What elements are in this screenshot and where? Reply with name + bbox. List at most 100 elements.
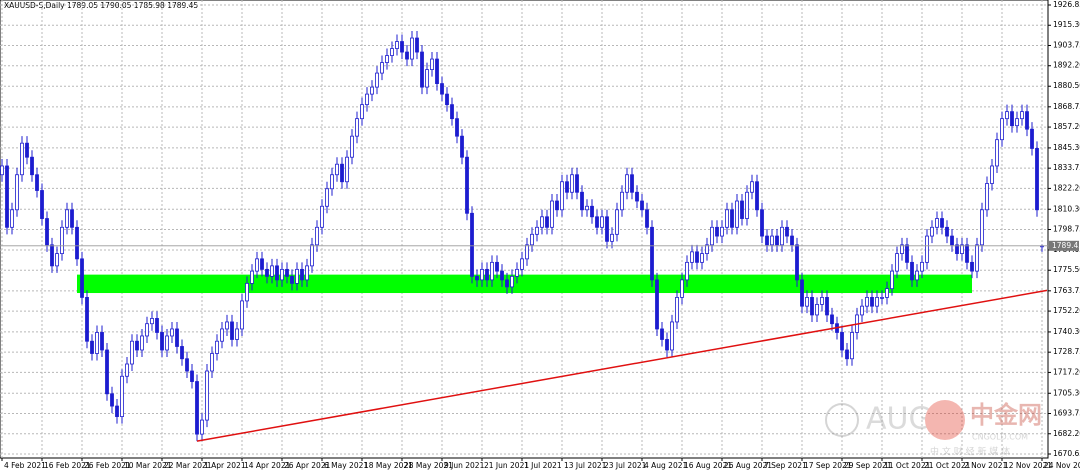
candle-body (360, 104, 364, 120)
candle-body (225, 321, 229, 330)
x-tick-label: 21 Oct 2021 (924, 461, 971, 470)
candle-body (615, 209, 619, 235)
candle-body (830, 314, 834, 325)
candle-body (280, 268, 284, 281)
candle-body (720, 226, 724, 237)
x-tick-label: 1 Apr 2021 (204, 461, 246, 470)
candle-body (965, 244, 969, 263)
x-tick-label: 10 Mar 2021 (124, 461, 172, 470)
candle-body (955, 244, 959, 254)
candle-body (695, 251, 699, 263)
candle-body (935, 218, 939, 228)
watermark-icon (825, 403, 859, 437)
candle-body (745, 191, 749, 219)
watermark-text: CNGOLD.COM (972, 433, 1028, 442)
candle-body (655, 279, 659, 330)
candle-body (995, 139, 999, 167)
candle-body (165, 335, 169, 351)
y-tick-label: 1728.75 (1053, 347, 1080, 356)
candle-body (355, 118, 359, 137)
candle-body (895, 253, 899, 272)
y-tick-label: 1682.20 (1053, 429, 1080, 438)
candle-body (130, 340, 134, 365)
candle-body (435, 58, 439, 85)
watermark-text: 中 文 财 经 新 媒 体 (930, 446, 1010, 458)
y-tick-label: 1868.75 (1053, 102, 1080, 111)
candle-body (690, 251, 694, 263)
candle-body (105, 349, 109, 395)
candle-body (525, 244, 529, 260)
y-tick-label: 1810.30 (1053, 204, 1080, 213)
candle-body (1025, 111, 1029, 130)
candle-body (1030, 128, 1034, 149)
candle-body (970, 261, 974, 272)
candle-body (945, 226, 949, 237)
candle-body (380, 62, 384, 74)
candle-body (65, 209, 69, 228)
candle-body (375, 72, 379, 88)
candle-body (495, 261, 499, 272)
candle-body (560, 181, 564, 211)
candle-body (890, 270, 894, 290)
candle-body (750, 181, 754, 193)
candle-body (305, 265, 309, 281)
y-tick-label: 1833.75 (1053, 163, 1080, 172)
candle-body (1005, 111, 1009, 120)
candle-body (205, 370, 209, 421)
candle-body (675, 297, 679, 323)
y-tick-label: 1915.30 (1053, 20, 1080, 29)
candle-body (50, 244, 54, 267)
candle-body (810, 297, 814, 316)
candle-body (930, 226, 934, 237)
candle-body (595, 216, 599, 228)
candle-body (40, 190, 44, 219)
x-tick-label: 17 Sep 2021 (804, 461, 852, 470)
candle-body (440, 83, 444, 95)
candle-body (405, 51, 409, 60)
candle-body (825, 297, 829, 316)
price-box (1049, 240, 1079, 251)
candle-body (920, 261, 924, 272)
x-tick-label: 14 Apr 2021 (244, 461, 291, 470)
candle-body (880, 297, 884, 299)
candle-body (30, 156, 34, 176)
price-label: 1789.45 (1052, 241, 1080, 250)
candle-body (425, 69, 429, 88)
candle-body (0, 165, 4, 176)
candle-body (415, 37, 419, 53)
candle-body (520, 258, 524, 270)
candle-body (770, 235, 774, 246)
y-tick-label: 1892.20 (1053, 61, 1080, 70)
candle-body (600, 216, 604, 228)
x-tick-label: 1 Jul 2021 (524, 461, 562, 470)
candle-body (875, 297, 879, 307)
candle-body (530, 233, 534, 246)
y-tick-label: 1845.30 (1053, 143, 1080, 152)
candle-body (230, 321, 234, 340)
candle-body (115, 405, 119, 417)
candle-body (160, 332, 164, 351)
candle-body (635, 191, 639, 202)
candle-body (330, 174, 334, 190)
candle-body (320, 205, 324, 228)
candle-body (35, 174, 39, 191)
candle-body (715, 226, 719, 237)
candle-body (460, 135, 464, 158)
candle-body (545, 216, 549, 228)
watermark: AUG 中金网 CNGOLD.COM 中 文 财 经 新 媒 体 (825, 400, 1042, 458)
candle-body (300, 268, 304, 281)
trendline (196, 289, 1048, 442)
x-tick-label: 24 Nov 2021 (1044, 461, 1080, 470)
x-tick-label: 26 Feb 2021 (84, 461, 131, 470)
candle-body (210, 353, 214, 372)
candle-body (80, 258, 84, 298)
candle-body (705, 244, 709, 254)
candle-body (260, 258, 264, 270)
candle-body (775, 235, 779, 246)
candle-body (735, 200, 739, 228)
candle-body (340, 163, 344, 183)
candle-body (795, 244, 799, 281)
candle-body (1035, 148, 1039, 211)
x-tick-label: 16 Aug 2021 (684, 461, 732, 470)
candle-body (885, 288, 889, 298)
